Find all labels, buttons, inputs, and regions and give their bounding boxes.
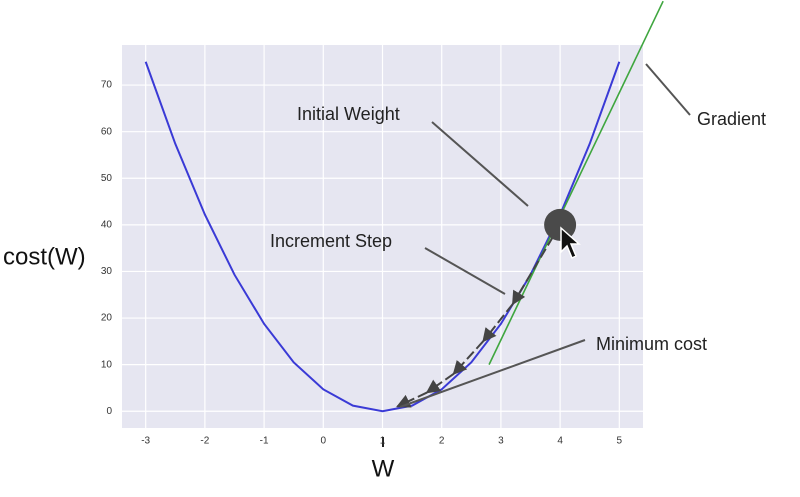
x-tick-label: 0 xyxy=(321,436,327,447)
leader-line xyxy=(424,247,506,295)
x-tick-label: 4 xyxy=(557,436,563,447)
x-tick-label: 5 xyxy=(617,436,623,447)
y-tick-label: 50 xyxy=(101,173,113,184)
label-backdrop xyxy=(0,235,106,283)
annotation: Gradient xyxy=(697,109,766,129)
annotation: Increment Step xyxy=(270,231,392,251)
y-tick-label: 70 xyxy=(101,80,113,91)
leader-line xyxy=(399,339,586,408)
initial-point xyxy=(544,208,577,241)
x-tick-label: 3 xyxy=(498,436,504,447)
x-tick-label: -3 xyxy=(141,436,150,447)
x-tick-label: -1 xyxy=(260,436,269,447)
descent-step xyxy=(452,340,484,375)
x-tick-label: 1 xyxy=(380,436,386,447)
leader-line xyxy=(645,63,691,116)
y-tick-label: 30 xyxy=(101,266,113,277)
y-axis-label: cost(W) xyxy=(3,243,86,270)
x-axis-label: W xyxy=(372,455,395,482)
leader-line xyxy=(431,121,529,207)
descent-step xyxy=(396,391,428,408)
x-tick-label: -2 xyxy=(200,436,209,447)
annotation: Minimum cost xyxy=(596,334,707,354)
y-tick-label: 60 xyxy=(101,126,113,137)
y-tick-label: 0 xyxy=(106,406,112,417)
cost-line xyxy=(144,61,621,413)
y-tick-label: 40 xyxy=(101,219,113,230)
x-tick-label: 2 xyxy=(439,436,445,447)
descent-step xyxy=(482,303,514,343)
y-tick-label: 10 xyxy=(101,359,113,370)
annotation: Initial Weight xyxy=(297,104,400,124)
y-tick-label: 20 xyxy=(101,313,113,324)
descent-step xyxy=(425,373,455,394)
cursor xyxy=(560,226,581,260)
